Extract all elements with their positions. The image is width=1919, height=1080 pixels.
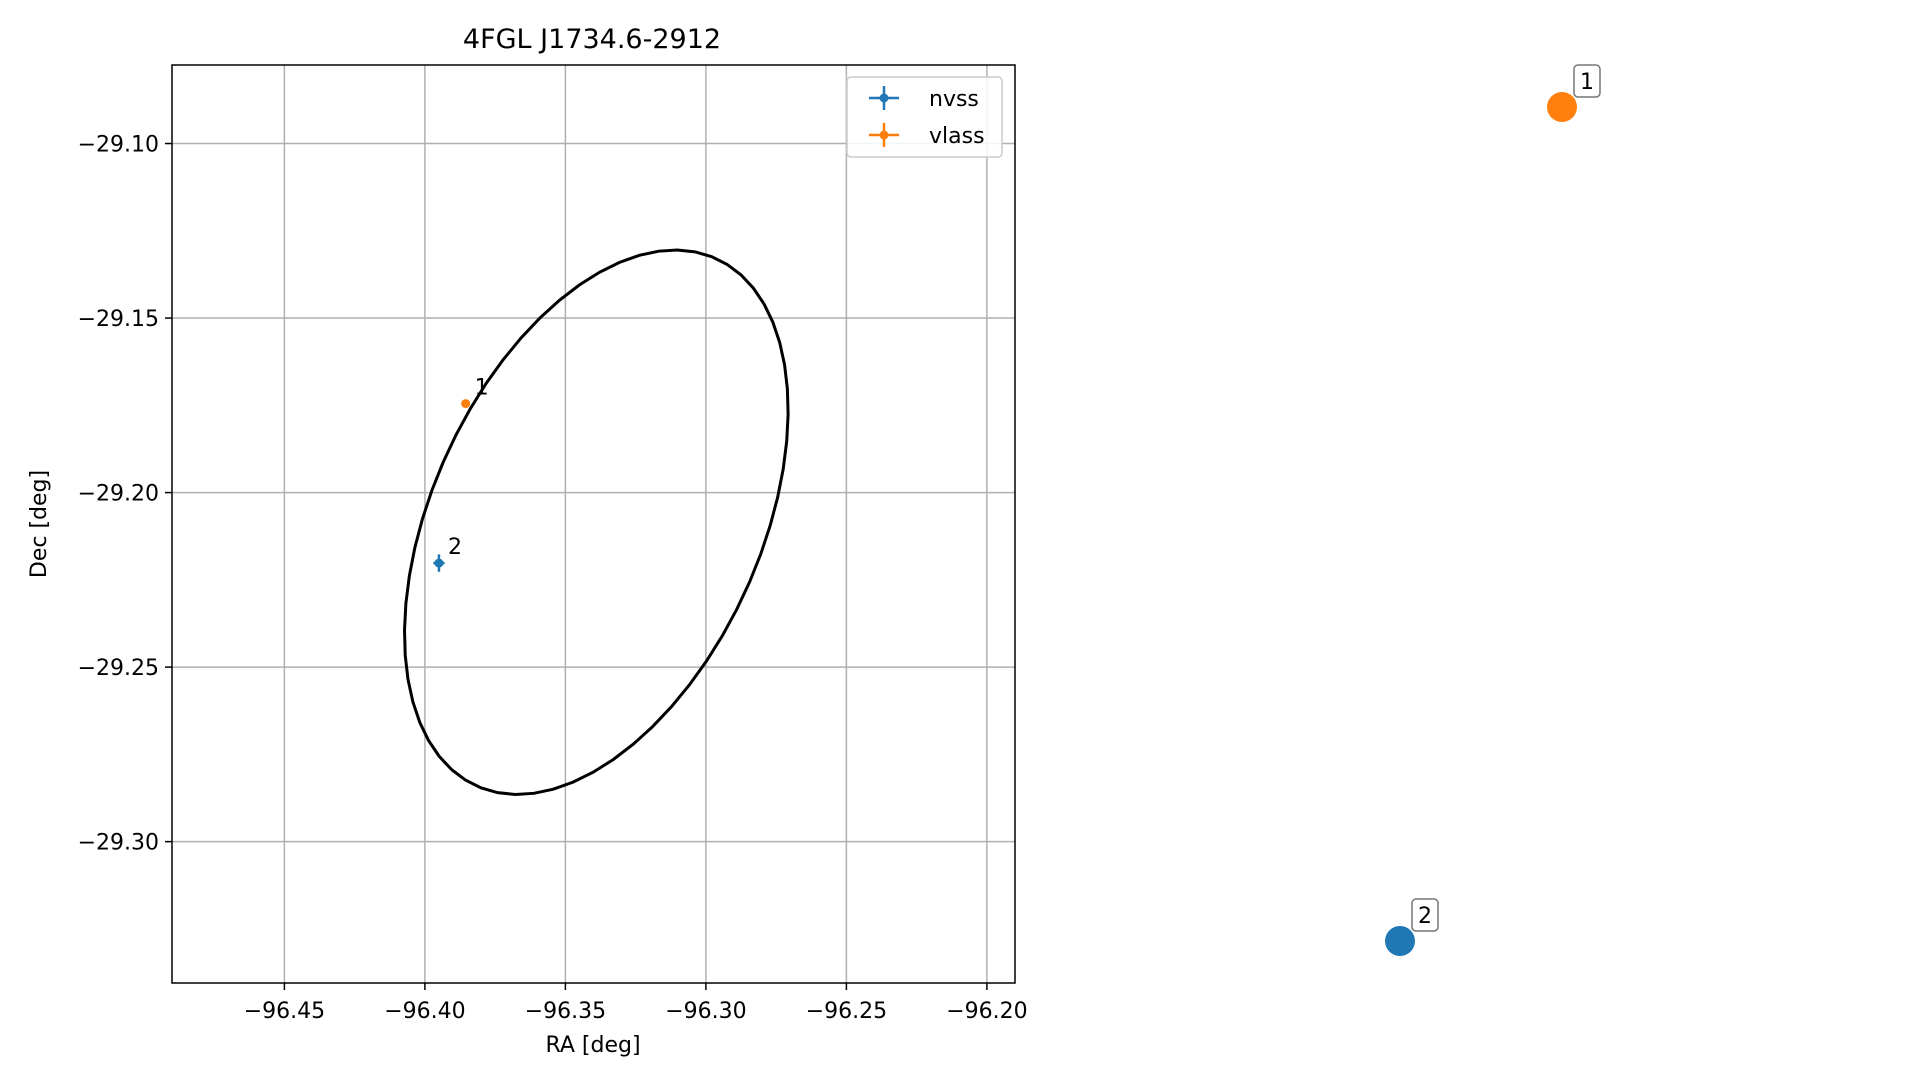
legend-entries: nvss vlass [869,86,985,149]
y-tick-label: −29.25 [78,656,159,681]
localization-ellipse [403,248,790,796]
data-point-vlass: 1 [461,376,489,409]
x-axis-label: RA [deg] [545,1033,640,1058]
side-marker-dot [1385,926,1415,956]
legend-entry-vlass: vlass [869,123,985,149]
legend-marker [879,93,889,103]
x-tick-label: −96.30 [665,999,746,1024]
side-marker-label: 1 [1580,70,1594,95]
legend-label: vlass [929,124,985,149]
x-tick-label: −96.40 [384,999,465,1024]
x-axis-ticks: −96.45 −96.40 −96.35 −96.30 −96.25 −96.20 [244,983,1028,1024]
side-marker-1: 1 [1547,64,1601,122]
y-axis-ticks: −29.10 −29.15 −29.20 −29.25 −29.30 [78,133,172,856]
y-tick-label: −29.30 [78,831,159,856]
x-tick-label: −96.25 [806,999,887,1024]
side-marker-label-box [1573,64,1601,98]
y-tick-label: −29.15 [78,307,159,332]
x-tick-label: −96.45 [244,999,325,1024]
side-marker-dot [1547,92,1577,122]
data-point-nvss: 2 [433,535,462,572]
y-tick-label: −29.10 [78,133,159,158]
side-marker-label-box [1411,898,1439,932]
x-tick-label: −96.20 [946,999,1027,1024]
grid-lines [172,65,1015,983]
side-markers: 12 [1385,64,1601,956]
legend-entry-nvss: nvss [869,86,979,112]
plot-frame [171,64,1016,984]
point-marker [434,558,444,568]
point-label: 1 [475,376,489,401]
chart-title: 4FGL J1734.6-2912 [463,24,721,55]
legend-marker [879,130,889,140]
data-points: 21 [433,376,489,572]
point-marker [461,399,471,409]
localization-ellipse-group [403,248,790,796]
x-tick-label: −96.35 [525,999,606,1024]
legend: nvss vlass [846,76,1003,158]
point-label: 2 [448,535,462,560]
side-marker-2: 2 [1385,898,1439,956]
y-axis-label: Dec [deg] [27,470,52,578]
side-marker-label: 2 [1418,904,1432,929]
legend-label: nvss [929,87,979,112]
y-tick-label: −29.20 [78,482,159,507]
